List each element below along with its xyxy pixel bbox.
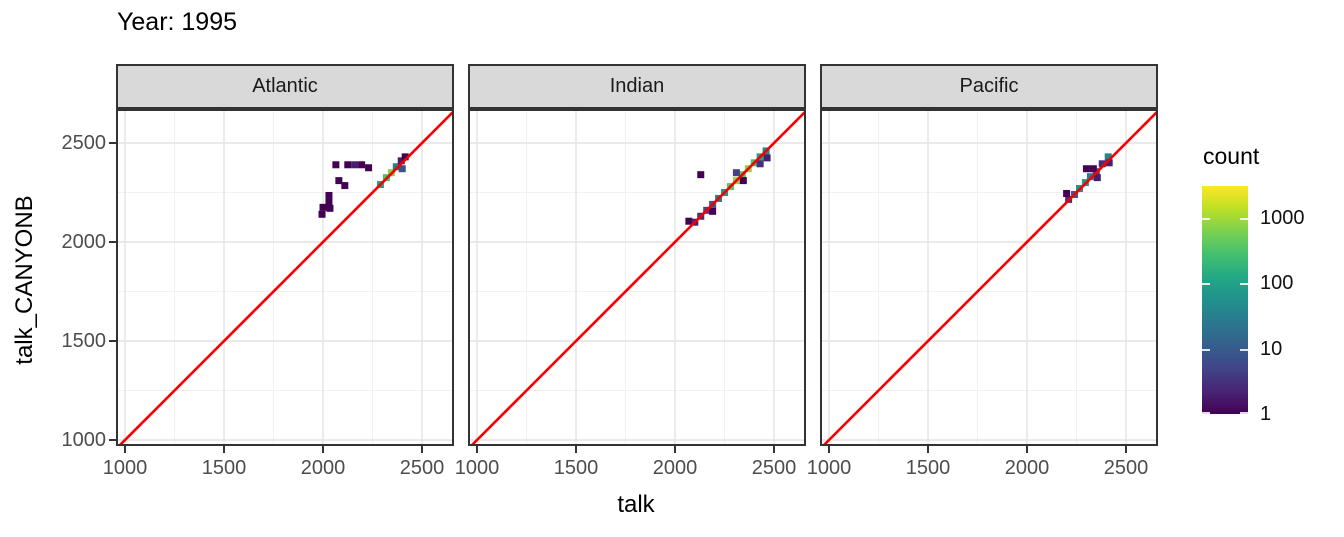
identity-line — [822, 108, 1161, 447]
legend-tick-label: 1 — [1260, 403, 1272, 425]
x-tick-label: 1500 — [905, 457, 951, 479]
x-axis-tick — [421, 446, 424, 453]
panel-plot-area — [468, 108, 809, 447]
bin-tile — [697, 171, 705, 179]
bin-tile — [365, 164, 373, 172]
plot-title: Year: 1995 — [117, 8, 238, 36]
x-tick-label: 2500 — [399, 457, 445, 479]
x-axis-tick — [223, 446, 225, 453]
bin-tile — [401, 153, 409, 161]
y-axis-tick — [109, 339, 116, 342]
x-tick-label: 2500 — [751, 457, 797, 479]
identity-line — [118, 108, 457, 447]
bin-tile — [739, 177, 747, 185]
bin-tile — [1063, 189, 1071, 197]
x-tick-label: 1000 — [102, 457, 148, 479]
x-axis-tick — [1026, 446, 1029, 453]
bin-tile — [1093, 174, 1101, 182]
x-tick-label: 1500 — [201, 457, 247, 479]
x-axis-tick — [124, 446, 126, 453]
y-tick-label: 1500 — [61, 329, 107, 352]
x-axis-tick — [828, 446, 830, 453]
y-axis-tick — [109, 439, 116, 441]
y-tick-label: 1000 — [61, 429, 107, 451]
bin-tile — [341, 182, 349, 190]
bin-tile — [326, 204, 334, 212]
y-tick-label: 2500 — [61, 131, 107, 154]
legend-tick — [1202, 412, 1210, 414]
legend-tick — [1240, 412, 1248, 414]
bin-tile — [319, 203, 327, 211]
panel-atlantic — [116, 108, 457, 447]
x-axis-tick — [927, 446, 929, 453]
bin-tile — [732, 169, 740, 177]
bin-tile — [1104, 153, 1112, 161]
legend-tick — [1202, 348, 1210, 351]
legend-colorbar — [1202, 186, 1248, 414]
y-axis-tick — [109, 141, 116, 144]
panel-plot-area — [116, 108, 457, 447]
identity-line — [470, 108, 809, 447]
legend-tick — [1240, 348, 1248, 351]
x-axis-tick — [575, 446, 577, 453]
panel-border — [820, 109, 1158, 446]
legend-tick — [1240, 283, 1248, 286]
bin-tile — [1098, 160, 1106, 168]
x-tick-label: 1500 — [553, 457, 599, 479]
bin-tile — [398, 165, 406, 173]
bin-tile — [392, 163, 400, 171]
bin-tile — [763, 154, 771, 162]
bin-tile — [397, 157, 405, 165]
bin-tile — [685, 217, 693, 225]
bin-tile — [351, 161, 359, 169]
bin-tile — [1089, 165, 1097, 173]
x-tick-label: 1000 — [454, 457, 500, 479]
legend-tick — [1202, 283, 1210, 286]
legend-tick — [1240, 218, 1248, 221]
x-tick-label: 2000 — [652, 457, 698, 479]
panel-plot-area — [820, 108, 1161, 447]
facet-strip-pacific: Pacific — [820, 64, 1158, 109]
facet-strip-indian: Indian — [468, 64, 806, 109]
facet-strip-label: Pacific — [959, 75, 1019, 97]
x-axis-tick — [322, 446, 325, 453]
legend-tick-label: 10 — [1260, 337, 1283, 360]
x-axis-tick — [773, 446, 776, 453]
bin-tile — [335, 177, 343, 185]
x-axis-tick — [476, 446, 478, 453]
legend-title: count — [1203, 143, 1260, 169]
y-axis-title: talk_CANYONB — [11, 195, 38, 365]
panel-indian — [468, 108, 809, 447]
bin-tile — [1105, 159, 1113, 167]
x-axis-tick — [674, 446, 677, 453]
facet-strip-atlantic: Atlantic — [116, 64, 454, 109]
bin-tile — [325, 198, 333, 206]
x-tick-label: 2000 — [1004, 457, 1050, 479]
y-tick-label: 2000 — [61, 230, 107, 253]
legend-tick-label: 1000 — [1260, 207, 1305, 230]
x-tick-label: 1000 — [806, 457, 852, 479]
y-axis-tick — [109, 240, 116, 243]
bin-tile — [332, 161, 340, 169]
x-axis-tick — [1125, 446, 1128, 453]
bin-tile — [709, 207, 717, 215]
x-tick-label: 2500 — [1103, 457, 1149, 479]
x-tick-label: 2000 — [300, 457, 346, 479]
bin-tile — [318, 210, 326, 218]
bin-tile — [344, 161, 352, 169]
bin-tile — [1082, 165, 1090, 173]
legend-tick — [1202, 218, 1210, 221]
panel-pacific — [820, 108, 1161, 447]
panel-border — [468, 109, 806, 446]
panel-border — [116, 109, 454, 446]
bin-tile — [325, 191, 333, 199]
facet-strip-label: Indian — [609, 75, 665, 97]
bin-tile — [1086, 173, 1094, 181]
bin-tile — [358, 161, 366, 169]
bin-tile — [756, 160, 764, 168]
legend-tick-label: 100 — [1260, 272, 1294, 295]
x-axis-title: talk — [617, 491, 655, 518]
facet-strip-label: Atlantic — [252, 75, 318, 97]
